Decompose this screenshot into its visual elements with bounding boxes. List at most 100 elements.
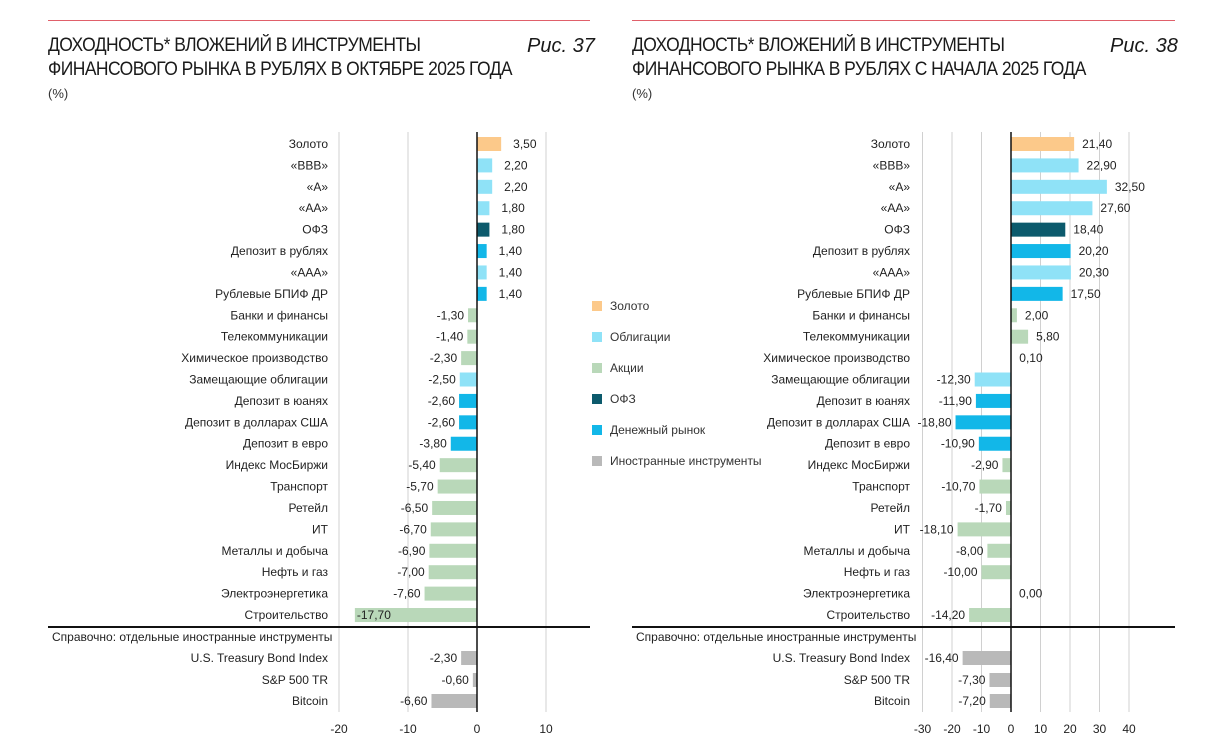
right-unit: (%)	[632, 86, 653, 101]
value-label: -2,90	[971, 458, 999, 472]
category-label: Металлы и добыча	[221, 544, 328, 558]
bar	[975, 393, 1011, 408]
value-label: -1,70	[975, 501, 1003, 515]
legend-swatch	[592, 300, 602, 311]
value-label: -2,30	[430, 351, 458, 365]
category-label: Золото	[871, 137, 911, 151]
bar	[429, 543, 477, 558]
reference-heading: Справочно: отдельные иностранные инструм…	[52, 630, 332, 644]
value-label: -10,90	[941, 437, 975, 451]
value-label: -5,40	[408, 458, 436, 472]
legend: Золото Облигации Акции ОФЗ Денежный рынок Ино…	[592, 290, 762, 476]
legend-item: ОФЗ	[592, 383, 762, 414]
category-label: Телекоммуникации	[221, 330, 328, 344]
x-tick-label: -10	[973, 722, 991, 736]
category-label: Депозит в долларах США	[767, 415, 910, 429]
x-tick-label: 10	[539, 722, 553, 736]
value-label: 0,00	[1019, 587, 1043, 601]
category-label: ИТ	[312, 522, 329, 536]
value-label: 0,10	[1019, 351, 1043, 365]
category-label: Депозит в евро	[825, 437, 910, 451]
category-label: Депозит в юанях	[235, 394, 328, 408]
category-label: Телекоммуникации	[803, 330, 910, 344]
legend-label: Акции	[610, 360, 644, 375]
category-label: Электроэнергетика	[803, 587, 910, 601]
legend-label: Облигации	[610, 329, 671, 344]
category-label: Депозит в евро	[243, 437, 328, 451]
category-label: Индекс МосБиржи	[226, 458, 328, 472]
bar	[987, 543, 1011, 558]
value-label: 18,40	[1073, 223, 1103, 237]
category-label: Строительство	[244, 608, 328, 622]
bar	[439, 458, 477, 473]
value-label: -18,10	[920, 522, 954, 536]
x-tick-label: -20	[330, 722, 348, 736]
legend-swatch	[592, 331, 602, 342]
bar	[354, 608, 477, 623]
value-label: 2,20	[504, 180, 528, 194]
category-label: ОФЗ	[884, 223, 910, 237]
bar	[477, 158, 493, 173]
category-label: «A»	[307, 180, 329, 194]
value-label: -14,20	[931, 608, 965, 622]
category-label: Нефть и газ	[262, 565, 329, 579]
value-label: -0,60	[442, 673, 470, 687]
value-label: 20,30	[1079, 265, 1109, 279]
category-label: Депозит в рублях	[231, 244, 328, 258]
bar	[430, 522, 477, 537]
value-label: -1,30	[437, 308, 465, 322]
bar	[428, 565, 477, 580]
bar	[1011, 201, 1093, 216]
x-tick-label: -30	[914, 722, 932, 736]
category-label: «AAA»	[873, 265, 911, 279]
category-label: Нефть и газ	[844, 565, 911, 579]
category-label: U.S. Treasury Bond Index	[191, 651, 328, 665]
value-label: 17,50	[1071, 287, 1101, 301]
x-tick-label: -20	[943, 722, 961, 736]
category-label: «BBB»	[291, 158, 329, 172]
value-label: -5,70	[406, 480, 434, 494]
category-label: Транспорт	[852, 480, 910, 494]
value-label: -2,30	[430, 651, 458, 665]
category-label: Химическое производство	[763, 351, 910, 365]
bar	[461, 651, 477, 665]
value-label: 2,20	[504, 158, 528, 172]
legend-swatch	[592, 455, 602, 466]
bar	[477, 222, 490, 237]
category-label: Металлы и добыча	[803, 544, 910, 558]
category-label: Транспорт	[270, 480, 328, 494]
value-label: 32,50	[1115, 180, 1145, 194]
bar	[477, 286, 487, 301]
category-label: Золото	[289, 137, 329, 151]
category-label: ОФЗ	[302, 223, 328, 237]
value-label: -12,30	[937, 373, 971, 387]
value-label: -6,60	[400, 694, 428, 708]
value-label: -8,00	[956, 544, 984, 558]
category-label: Замещающие облигации	[189, 373, 328, 387]
category-label: Электроэнергетика	[221, 587, 328, 601]
value-label: -7,00	[397, 565, 425, 579]
right-figure-number: Рис. 38	[1110, 35, 1178, 57]
legend-item: Золото	[592, 290, 762, 321]
value-label: 22,90	[1087, 158, 1117, 172]
bar	[424, 586, 477, 601]
value-label: -16,40	[925, 651, 959, 665]
bar	[1011, 158, 1079, 173]
bar	[1011, 286, 1063, 301]
category-label: U.S. Treasury Bond Index	[773, 651, 910, 665]
bar	[432, 500, 477, 515]
legend-label: Денежный рынок	[610, 422, 706, 437]
bar	[477, 201, 490, 216]
bar	[431, 694, 477, 708]
x-tick-label: 40	[1122, 722, 1136, 736]
x-tick-label: 0	[474, 722, 481, 736]
category-label: Bitcoin	[874, 694, 910, 708]
value-label: 3,50	[513, 137, 537, 151]
value-label: -7,60	[393, 587, 421, 601]
legend-label: ОФЗ	[610, 391, 636, 406]
legend-item: Иностранные инструменты	[592, 445, 762, 476]
value-label: 2,00	[1025, 308, 1049, 322]
bar	[477, 137, 502, 151]
bar	[477, 244, 487, 259]
